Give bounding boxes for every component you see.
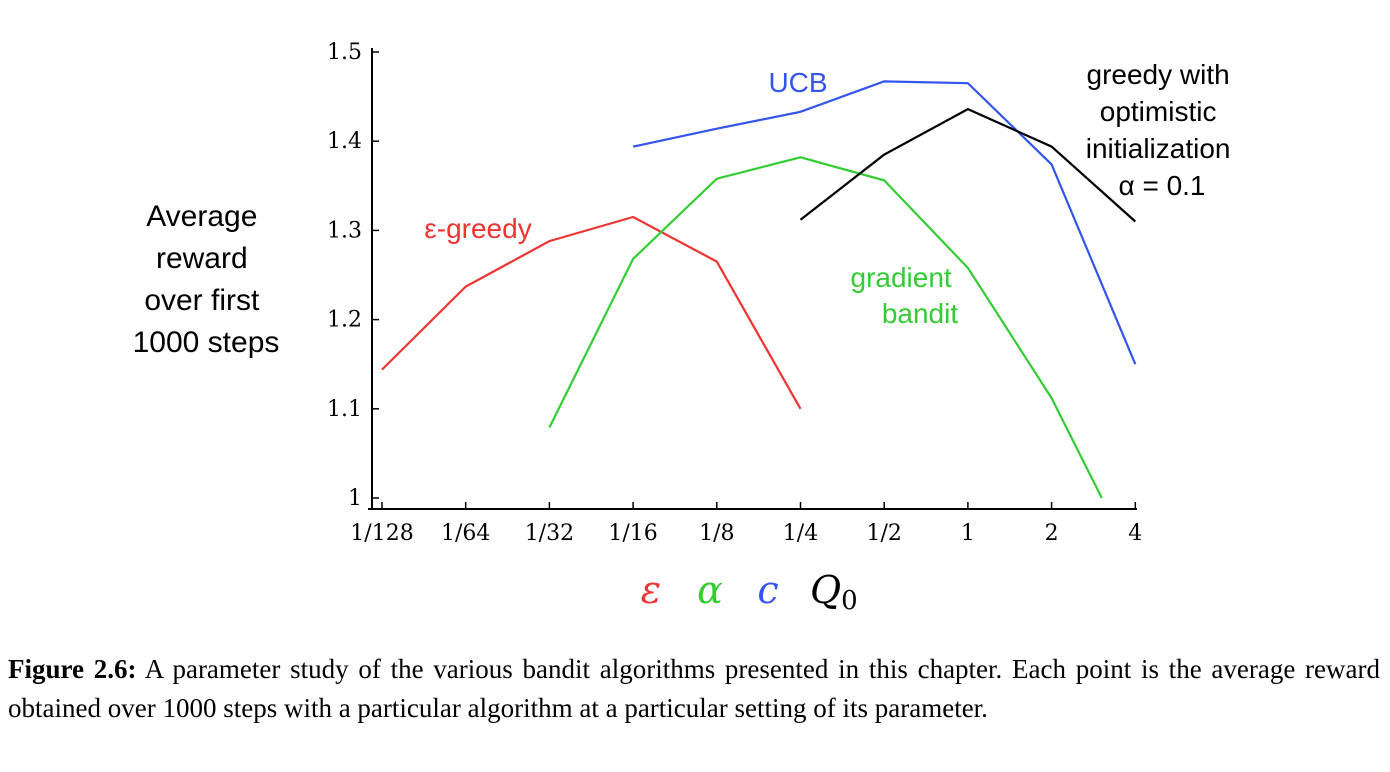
y-tick-label: 1.3 [327, 218, 362, 243]
y-ticks: 1 1.1 1.2 1.3 1.4 1.5 [327, 40, 379, 511]
y-axis-label-line: 1000 steps [133, 326, 280, 359]
axes [368, 48, 1137, 510]
series-line-gradient-bandit [548, 156, 1103, 499]
greedy-optimistic-label-line: optimistic [1100, 96, 1217, 127]
alpha-symbol: α [697, 568, 723, 612]
gradient-bandit-label: gradient bandit [851, 262, 960, 329]
q0-symbol: Q0 [810, 568, 858, 616]
x-tick-label: 1/64 [441, 521, 490, 546]
x-ticks: 1/128 1/64 1/32 1/16 1/8 1/4 1/2 1 2 4 [350, 502, 1142, 546]
greedy-optimistic-label-line: initialization [1086, 133, 1231, 164]
q-symbol: Q [810, 568, 841, 612]
caption-text: A parameter study of the various bandit … [8, 654, 1381, 723]
caption-label: Figure 2.6: [8, 654, 137, 684]
y-axis-label: Average reward over first 1000 steps [133, 200, 280, 359]
series-line-ucb [632, 80, 1137, 365]
y-tick-label: 1 [348, 486, 362, 511]
c-symbol: c [757, 568, 778, 612]
x-tick-label: 1/32 [525, 521, 574, 546]
x-tick-label: 1/16 [608, 521, 657, 546]
series-lines [381, 80, 1137, 499]
y-axis-label-line: over first [144, 284, 260, 317]
greedy-optimistic-label-line: α = 0.1 [1118, 170, 1205, 201]
figure-caption: Figure 2.6: A parameter study of the var… [8, 650, 1380, 728]
greedy-optimistic-label: greedy with optimistic initialization α … [1086, 59, 1239, 201]
x-tick-label: 1/4 [783, 521, 818, 546]
gradient-bandit-label-line: gradient [851, 262, 952, 293]
greedy-optimistic-label-line: greedy with [1087, 59, 1230, 90]
y-tick-label: 1.2 [327, 308, 362, 333]
x-tick-label: 1/2 [866, 521, 901, 546]
x-tick-label: 4 [1128, 521, 1142, 546]
parameter-study-chart: 1 1.1 1.2 1.3 1.4 1.5 1/128 1/64 1/32 1/16 1/8 1/4… [133, 40, 1239, 616]
x-tick-label: 2 [1045, 521, 1059, 546]
y-axis-label-line: reward [156, 242, 248, 275]
epsilon-symbol: ε [641, 568, 661, 612]
series-line-greedy-with-optimistic-initialization-0-1 [799, 107, 1137, 223]
y-axis-label-line: Average [146, 200, 257, 233]
gradient-bandit-label-line: bandit [882, 298, 959, 329]
epsilon-greedy-label: ε-greedy [424, 213, 531, 244]
x-tick-label: 1 [961, 521, 975, 546]
x-tick-label: 1/8 [699, 521, 734, 546]
ucb-label: UCB [768, 67, 827, 98]
q-subscript: 0 [841, 586, 858, 616]
series-line-greedy [381, 215, 802, 410]
parameter-symbols: ε α c Q0 [641, 568, 858, 616]
y-tick-label: 1.4 [327, 129, 362, 154]
x-tick-label: 1/128 [350, 521, 413, 546]
y-tick-label: 1.1 [327, 397, 362, 422]
y-tick-label: 1.5 [327, 40, 362, 65]
